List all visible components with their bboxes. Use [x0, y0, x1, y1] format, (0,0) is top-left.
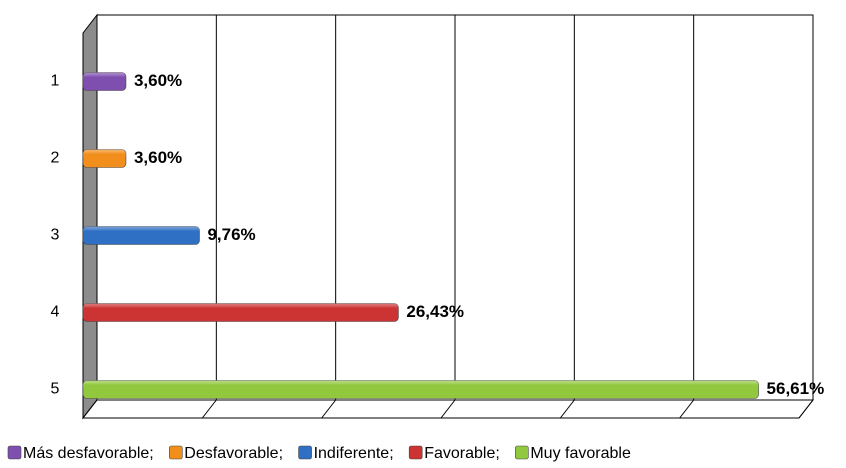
legend-separator: ; — [149, 445, 153, 462]
legend-label: Más desfavorable — [23, 445, 149, 462]
grid-floor-line — [559, 399, 575, 419]
grid-floor-line — [679, 399, 695, 419]
legend-separator: ; — [495, 445, 499, 462]
legend-swatch — [298, 445, 312, 460]
legend-separator: ; — [389, 445, 393, 462]
grid-floor-line — [440, 399, 456, 419]
value-label: 56,61% — [767, 379, 825, 398]
legend-swatch — [515, 445, 529, 460]
y-tick-label: 2 — [51, 150, 60, 167]
value-label: 26,43% — [406, 302, 464, 321]
value-label: 3,60% — [134, 148, 182, 167]
y-tick-label: 1 — [51, 73, 60, 90]
bar-shine — [83, 149, 126, 160]
legend-swatch — [408, 445, 423, 460]
grid-floor-line — [321, 399, 337, 419]
y-tick-label: 3 — [51, 227, 60, 244]
legend-label: Indiferente — [314, 445, 390, 462]
bar-shine — [83, 72, 126, 83]
value-label: 3,60% — [134, 71, 182, 90]
bar-shine — [83, 303, 399, 314]
bar-shine — [83, 380, 759, 391]
legend-label: Desfavorable — [184, 445, 278, 462]
grid-floor-line — [798, 399, 814, 419]
value-label: 9,76% — [207, 225, 255, 244]
legend-swatch — [168, 445, 183, 460]
legend-label: Favorable — [424, 445, 495, 462]
grid-floor-line — [82, 399, 98, 419]
legend-label: Muy favorable — [530, 445, 631, 462]
legend-swatch — [7, 445, 22, 460]
grid-floor-line — [201, 399, 217, 419]
y-tick-label: 4 — [51, 304, 60, 321]
bar-shine — [83, 226, 200, 237]
legend-separator: ; — [279, 445, 283, 462]
y-tick-label: 5 — [51, 381, 60, 398]
